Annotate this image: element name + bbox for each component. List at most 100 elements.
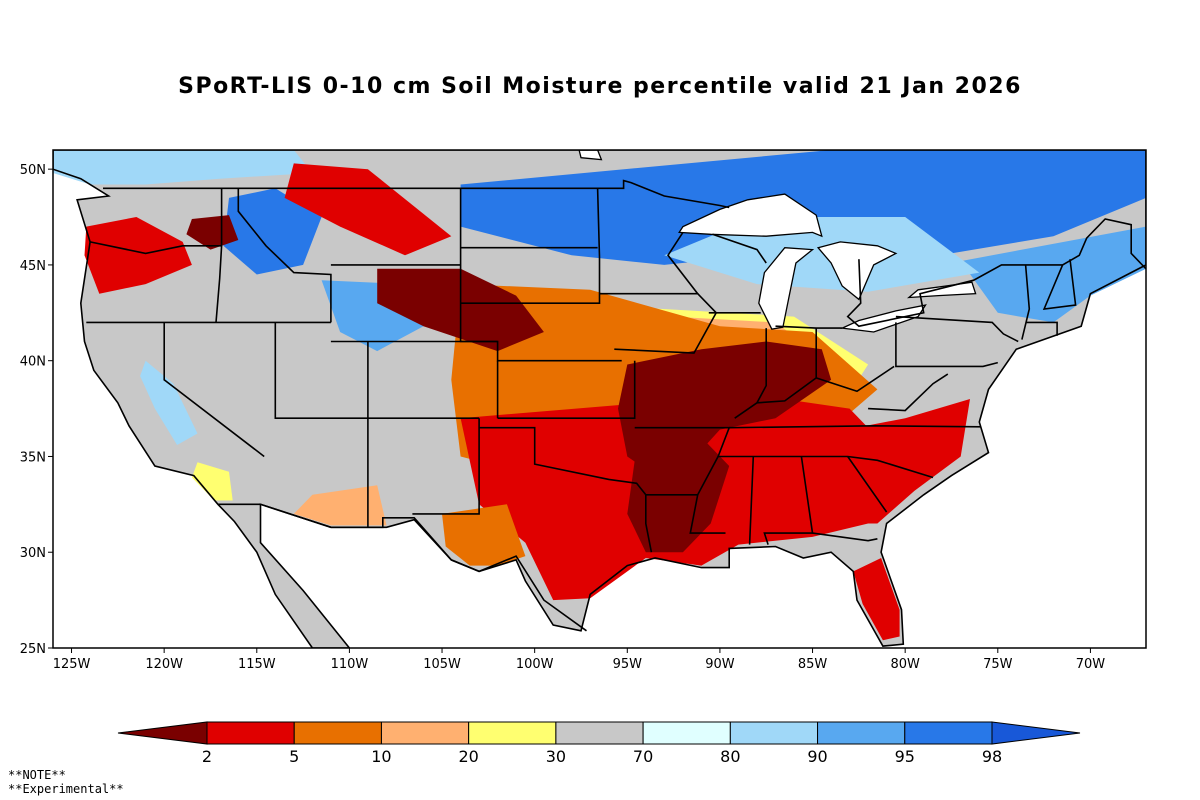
state-line-ga-sc — [847, 456, 888, 513]
colorbar-swatch — [468, 721, 557, 745]
state-line-al-ga — [763, 456, 814, 545]
colorbar-label: 30 — [546, 747, 566, 766]
colorbar-label: 20 — [458, 747, 478, 766]
lake-superior — [678, 193, 823, 238]
state-line-wa-or — [89, 241, 222, 255]
colorbar-label: 98 — [982, 747, 1002, 766]
colorbar-label: 70 — [633, 747, 653, 766]
lat-tick-label: 30N — [20, 546, 46, 561]
wet-sierra — [140, 360, 198, 445]
state-line-ok-tx — [479, 426, 647, 496]
lat-tick-label: 35N — [20, 450, 46, 465]
state-line-nd-sd — [459, 188, 622, 362]
lon-tick-label: 115W — [238, 657, 276, 672]
map-title: SPoRT-LIS 0-10 cm Soil Moisture percenti… — [178, 74, 1022, 99]
colorbar-swatch — [206, 721, 295, 745]
lon-tick-label: 70W — [1076, 657, 1106, 672]
state-line-mt-id — [237, 188, 332, 323]
note-label: **NOTE** — [8, 768, 66, 782]
lake-michigan — [758, 247, 815, 330]
light-dry-arizona-south — [293, 485, 387, 526]
lon-tick-label: 80W — [890, 657, 920, 672]
soil-moisture-field — [53, 150, 1146, 648]
colorbar-label: 2 — [202, 747, 212, 766]
state-line-ca-nv — [163, 322, 265, 458]
state-line-pa-ny — [895, 315, 1019, 343]
state-line-tx-east — [644, 494, 653, 553]
latitude-axis: 50N 45N 40N 35N 30N 25N — [20, 163, 53, 657]
notes: **NOTE** **Experimental** — [8, 768, 124, 796]
lat-tick-label: 50N — [20, 163, 46, 178]
state-line-in-oh — [756, 328, 818, 404]
lon-tick-label: 110W — [331, 657, 369, 672]
lat-tick-label: 40N — [20, 355, 46, 370]
moderate-dry-southwest-texas — [442, 504, 526, 566]
state-line-ks-ok — [497, 360, 636, 420]
lat-tick-label: 45N — [20, 259, 46, 274]
lake-huron — [816, 241, 898, 301]
us-canada-border-east — [846, 218, 1146, 328]
lon-tick-label: 95W — [613, 657, 643, 672]
wet-northern-rockies — [223, 188, 322, 275]
wet-new-england — [960, 226, 1146, 323]
colorbar-swatch — [380, 721, 470, 745]
wet-canada-west — [53, 150, 313, 185]
lake-winnipeg-edge — [578, 150, 603, 161]
us-canada-border — [103, 179, 730, 209]
state-line-ky-oh-wv — [815, 365, 895, 393]
colorbar-label: 80 — [720, 747, 740, 766]
state-line-ga-fl — [812, 532, 878, 542]
state-line-id-east — [215, 188, 223, 323]
state-line-nm-tx — [412, 418, 480, 515]
lon-tick-label: 120W — [145, 657, 183, 672]
longitude-axis: 125W 120W 115W 110W 105W 100W 95W 90W 85W 80W 75W 7… — [53, 648, 1106, 672]
state-line-ny-ne — [1021, 264, 1031, 340]
state-line-mi-oh — [775, 325, 843, 329]
state-line-wi-mi — [712, 233, 767, 264]
map-frame — [52, 149, 1147, 649]
colorbar-label: 90 — [807, 747, 827, 766]
colorbar: 2 5 10 20 30 70 80 90 95 98 — [117, 721, 1081, 766]
colorbar-label: 5 — [289, 747, 299, 766]
state-line-utah — [274, 322, 369, 420]
colorbar-label: 10 — [371, 747, 391, 766]
state-line-ma-ct — [1025, 321, 1058, 336]
state-line-il-in — [734, 328, 768, 419]
state-line-mn-ia — [599, 231, 700, 295]
colorbar-swatch — [904, 721, 993, 745]
state-line-ky-tn — [729, 424, 982, 429]
lon-tick-label: 125W — [53, 657, 91, 672]
colorbar-label: 95 — [895, 747, 915, 766]
lon-tick-label: 100W — [516, 657, 554, 672]
coastline — [53, 150, 1146, 648]
extreme-dry-idaho — [186, 215, 239, 250]
lon-tick-label: 105W — [423, 657, 461, 672]
colorbar-swatch — [729, 721, 819, 745]
colorbar-swatch — [293, 721, 382, 745]
experimental-label: **Experimental** — [8, 782, 124, 796]
colorbar-swatch — [817, 721, 906, 745]
state-line-ia-mo — [614, 293, 718, 354]
lon-tick-label: 90W — [705, 657, 735, 672]
state-line-va-wv — [868, 373, 949, 412]
lake-ontario — [906, 281, 977, 299]
state-boundaries — [53, 150, 1146, 648]
state-line-oh-pa — [895, 322, 998, 368]
state-line-ms-al — [748, 456, 755, 545]
lon-tick-label: 75W — [983, 657, 1013, 672]
lon-tick-label: 85W — [798, 657, 828, 672]
severe-dry-southeast — [757, 399, 970, 524]
colorbar-swatch — [642, 721, 731, 745]
lat-tick-label: 25N — [20, 642, 46, 657]
colorbar-high-arrow — [991, 721, 1081, 745]
severe-dry-montana — [284, 163, 452, 256]
light-dry-california-south — [191, 462, 233, 501]
state-line-sd-ne — [460, 188, 601, 305]
state-line-vt-nh — [1042, 259, 1077, 310]
severe-dry-florida — [853, 558, 900, 641]
severe-dry-pacific-nw — [84, 217, 192, 294]
us-mexico-border — [217, 503, 587, 632]
colorbar-low-arrow — [117, 721, 208, 745]
colorbar-swatch — [555, 721, 644, 745]
